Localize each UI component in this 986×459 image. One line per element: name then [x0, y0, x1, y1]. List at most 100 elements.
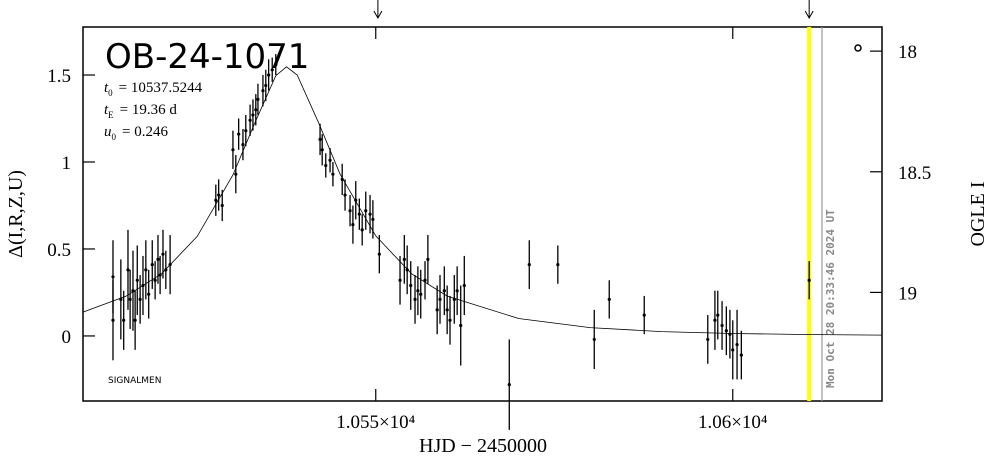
parameter: t0 = 10537.5244	[104, 80, 203, 98]
data-point	[413, 297, 417, 302]
data-point	[237, 132, 241, 136]
data-point	[138, 297, 142, 302]
parameter: tE = 19.36 d	[104, 102, 177, 120]
y2-tick-label: 19	[898, 283, 917, 304]
data-point	[507, 383, 511, 387]
data-point	[371, 217, 375, 221]
data-point	[340, 177, 344, 181]
data-point	[368, 212, 372, 216]
data-point	[220, 203, 224, 208]
x-tick-label: 1.06×10⁴	[698, 412, 768, 433]
parameter-subscript: 0	[112, 132, 117, 142]
y-axis-label: Δ(I,R,Z,U)	[5, 170, 27, 258]
x-axis-label: HJD − 2450000	[419, 435, 547, 457]
parameter-value: = 0.246	[122, 124, 168, 140]
data-point	[122, 318, 126, 322]
parameter-value: = 19.36 d	[120, 102, 178, 118]
data-point	[248, 118, 252, 122]
data-point	[706, 337, 710, 342]
data-point	[435, 308, 439, 312]
data-point	[462, 283, 466, 288]
data-point	[324, 163, 328, 168]
data-point	[607, 297, 611, 302]
data-point	[267, 73, 271, 77]
data-point	[438, 297, 442, 302]
parameter-symbol: t	[104, 102, 109, 118]
data-point	[318, 137, 322, 141]
data-point	[642, 313, 646, 317]
parameter: u0 = 0.246	[104, 124, 168, 142]
data-point	[241, 142, 245, 147]
data-point	[452, 297, 456, 302]
data-point	[592, 337, 596, 342]
data-point	[147, 292, 151, 296]
data-point	[716, 313, 720, 317]
y-tick-label: 0	[62, 327, 72, 348]
data-point	[126, 268, 130, 272]
data-point	[111, 275, 115, 279]
plot-frame	[82, 26, 883, 402]
data-point	[158, 273, 162, 277]
data-point	[244, 129, 248, 133]
data-point	[254, 108, 258, 112]
chart-title: OB-24-1071	[105, 37, 309, 77]
timestamp: Mon Oct 28 20:33:46 2024 UT	[824, 209, 837, 388]
parameter-value: = 10537.5244	[119, 80, 203, 96]
data-point	[251, 113, 255, 117]
y2-axis-label: OGLE I	[967, 182, 986, 247]
data-point	[735, 343, 739, 347]
y-tick-label: 0.5	[47, 240, 71, 261]
data-point	[448, 318, 452, 322]
data-point	[274, 62, 278, 67]
data-point	[214, 198, 218, 202]
data-point	[128, 297, 132, 302]
data-point	[234, 172, 238, 176]
data-point	[527, 263, 531, 267]
data-point	[168, 263, 172, 267]
y-tick-label: 1.5	[47, 66, 71, 87]
data-point	[423, 278, 427, 282]
data-point	[135, 278, 139, 282]
data-point	[455, 289, 459, 293]
data-point	[713, 318, 717, 322]
data-point	[442, 289, 446, 293]
data-point	[416, 289, 420, 293]
data-point	[731, 348, 735, 352]
data-point	[398, 278, 402, 282]
data-point	[351, 223, 355, 227]
data-point	[264, 83, 268, 88]
y-tick-label: 1	[62, 153, 72, 174]
data-point	[556, 263, 560, 267]
data-point	[256, 97, 260, 101]
data-point	[807, 278, 811, 282]
data-point	[419, 292, 423, 296]
data-point	[144, 268, 148, 272]
data-point	[409, 283, 413, 288]
y2-tick-label: 18.5	[898, 163, 931, 184]
data-point	[320, 148, 324, 152]
data-point	[357, 212, 361, 216]
data-point	[331, 172, 335, 176]
data-point	[261, 89, 265, 93]
arrow	[804, 0, 814, 20]
model-curve	[82, 66, 883, 336]
data-point	[459, 323, 463, 328]
data-point	[445, 308, 449, 312]
data-point	[426, 257, 430, 262]
data-point	[360, 228, 364, 232]
parameter-symbol: u	[104, 124, 112, 140]
data-point	[402, 257, 406, 262]
data-point	[150, 263, 154, 267]
data-point	[364, 209, 368, 213]
data-point	[328, 158, 332, 162]
data-point	[164, 268, 168, 272]
data-point	[405, 268, 409, 272]
data-point	[141, 283, 145, 288]
data-point	[153, 278, 157, 282]
data-point	[133, 318, 137, 322]
data-point	[720, 323, 724, 328]
data-point	[739, 353, 743, 357]
data-point	[111, 318, 115, 322]
data-point	[217, 193, 221, 197]
